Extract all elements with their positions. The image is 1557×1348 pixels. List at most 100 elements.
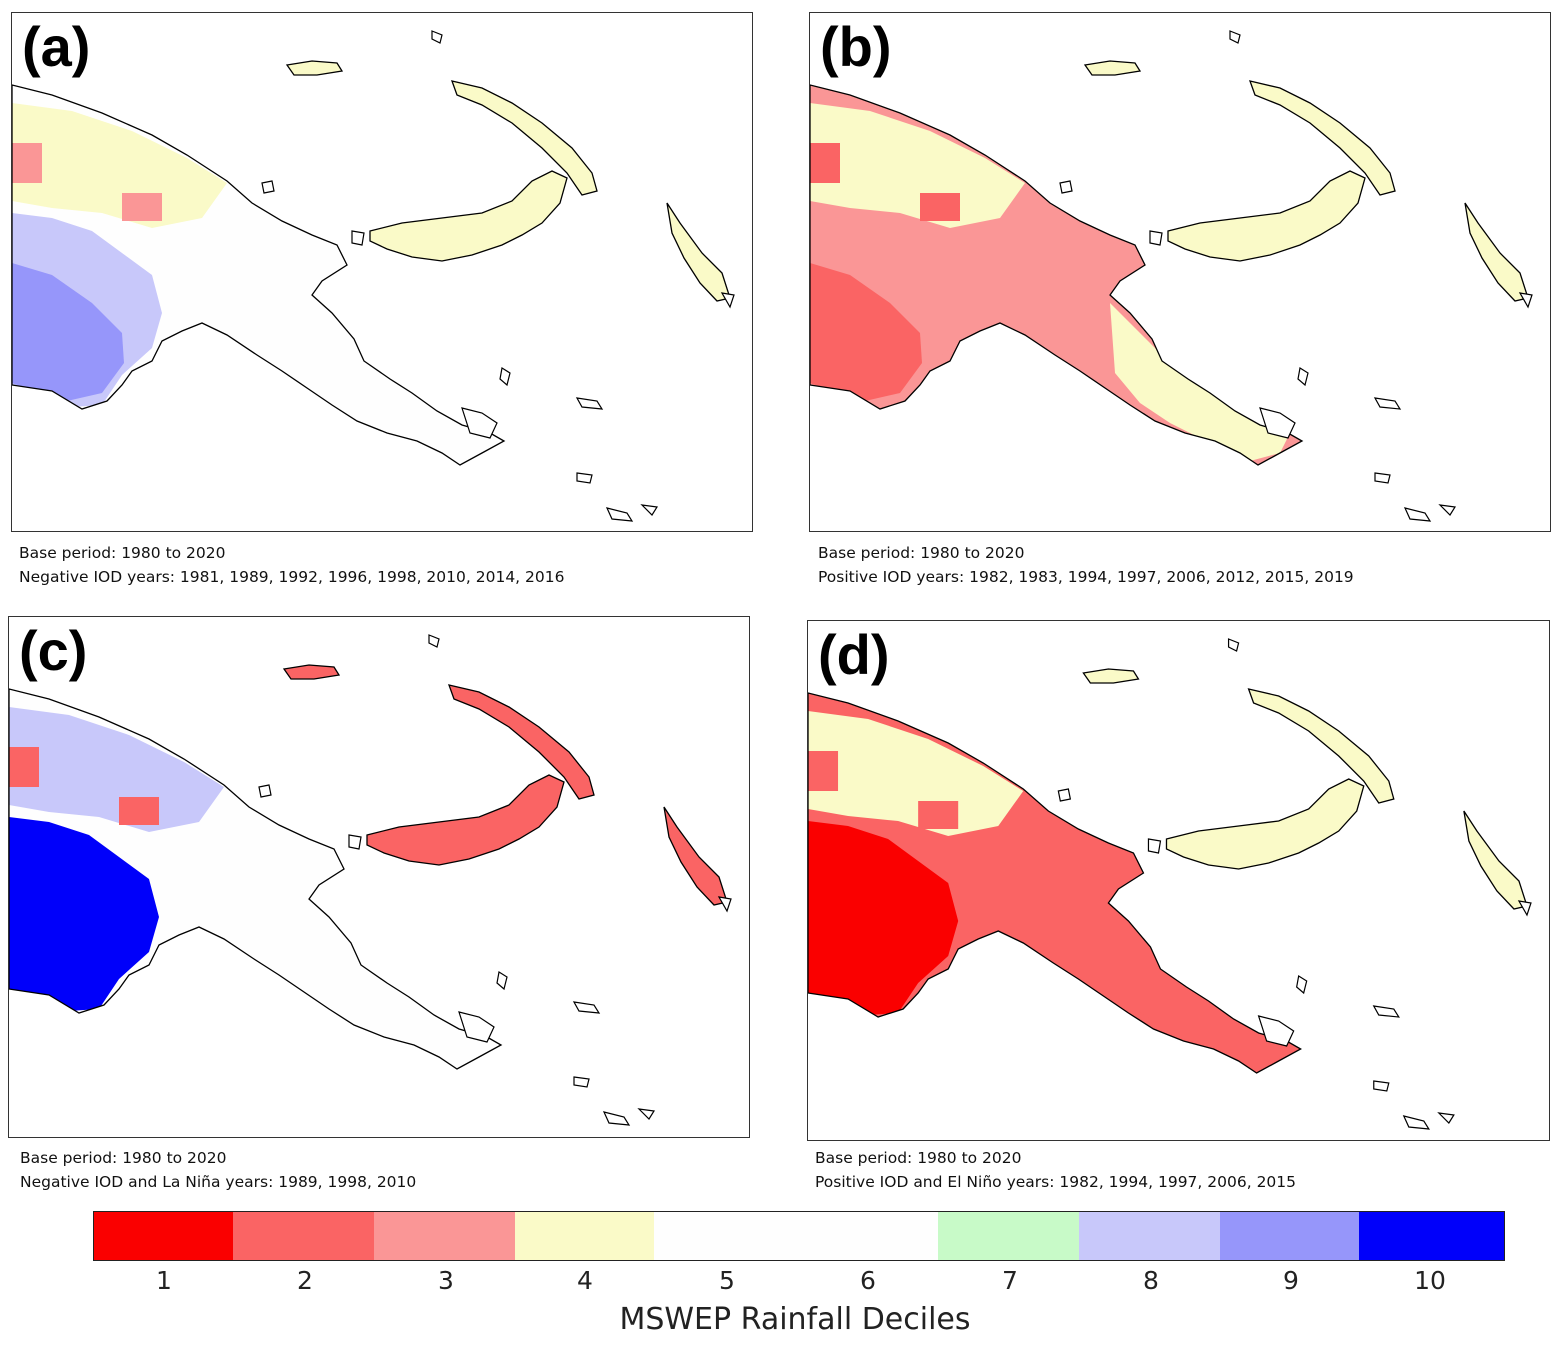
small-island [1227, 638, 1240, 652]
colorbar-segment-8 [1079, 1212, 1220, 1260]
map-layer-a [12, 30, 735, 522]
caption-a: Base period: 1980 to 2020 Negative IOD y… [19, 541, 564, 589]
panel-label-b: (b) [820, 15, 892, 78]
years-c: Negative IOD and La Niña years: 1989, 19… [20, 1173, 417, 1191]
panel-label-c: (c) [19, 619, 88, 682]
map-layer-d [808, 638, 1532, 1130]
small-island [1517, 900, 1532, 917]
bougainville-island [1463, 810, 1528, 910]
map-panel-b: (b) [809, 12, 1551, 532]
small-island [1437, 1112, 1455, 1124]
base-period-c: Base period: 1980 to 2020 [20, 1149, 227, 1167]
caption-c: Base period: 1980 to 2020 Negative IOD a… [20, 1146, 416, 1194]
manus-island [285, 60, 344, 76]
small-island [428, 634, 440, 648]
small-island [1373, 397, 1402, 410]
panel-label-d: (d) [818, 623, 890, 686]
small-island [1257, 1015, 1295, 1047]
colorbar-tick-6: 6 [860, 1266, 876, 1295]
panel-label-a: (a) [22, 15, 91, 78]
colorbar-segment-7 [938, 1212, 1079, 1260]
small-island [1057, 788, 1072, 802]
small-island [572, 1001, 601, 1014]
small-island [258, 784, 272, 798]
mainland-coastline [808, 692, 1302, 1074]
map-c [9, 634, 732, 1126]
rainfall-hotspot-west [12, 143, 42, 183]
small-island [1372, 1005, 1400, 1018]
rainfall-hotspot-west [808, 751, 839, 791]
small-island [496, 971, 508, 991]
small-island [1259, 407, 1296, 439]
manus-island [1083, 60, 1142, 76]
colorbar-segment-5 [654, 1212, 796, 1260]
manus-island [1082, 668, 1140, 684]
map-d [808, 638, 1532, 1130]
small-island [1403, 507, 1432, 522]
rainfall-hotspot-west [810, 143, 840, 183]
rainfall-hotspot-west [9, 747, 39, 787]
small-island [605, 507, 634, 522]
colorbar-segment-1 [94, 1212, 233, 1260]
small-island [576, 472, 593, 484]
rainfall-hotspot [119, 797, 159, 825]
rainfall-hotspot [122, 193, 162, 221]
colorbar-segment-6 [796, 1212, 938, 1260]
small-island [351, 230, 365, 246]
colorbar-tick-9: 9 [1283, 1266, 1299, 1295]
colorbar-segment-4 [515, 1212, 654, 1260]
small-island [461, 407, 498, 439]
small-island [1229, 30, 1241, 44]
new-britain-island [366, 774, 565, 866]
west-inner-zone [810, 263, 922, 401]
small-island [602, 1111, 631, 1126]
bougainville-island [1464, 202, 1529, 302]
base-period-a: Base period: 1980 to 2020 [19, 544, 226, 562]
colorbar-tick-10: 10 [1414, 1266, 1446, 1295]
new-britain-island [1167, 170, 1366, 262]
bougainville-island [663, 806, 728, 906]
small-island [1518, 292, 1533, 309]
colorbar-label: MSWEP Rainfall Deciles [619, 1302, 971, 1337]
bougainville-island [666, 202, 731, 302]
base-period-d: Base period: 1980 to 2020 [815, 1149, 1022, 1167]
colorbar-segment-9 [1220, 1212, 1359, 1260]
west-inner-zone [9, 867, 121, 1005]
west-inner-zone [12, 263, 124, 401]
small-island [261, 180, 275, 194]
map-b [810, 30, 1533, 522]
small-island [1438, 504, 1457, 516]
small-island [637, 1108, 656, 1120]
new-ireland-island [1247, 688, 1395, 804]
north-zone [9, 707, 224, 832]
small-island [1296, 975, 1308, 995]
small-island [1402, 1115, 1430, 1130]
colorbar-tick-5: 5 [719, 1266, 735, 1295]
years-d: Positive IOD and El Niño years: 1982, 19… [815, 1173, 1297, 1191]
new-ireland-island [1248, 80, 1396, 196]
colorbar-tick-1: 1 [156, 1266, 172, 1295]
colorbar-tick-8: 8 [1143, 1266, 1159, 1295]
small-island [348, 834, 362, 850]
small-island [431, 30, 443, 44]
small-island [458, 1011, 495, 1043]
colorbar-tick-3: 3 [438, 1266, 454, 1295]
map-layer-b [810, 30, 1533, 522]
manus-island [282, 664, 341, 680]
colorbar-segment-3 [374, 1212, 515, 1260]
small-island [1297, 367, 1309, 387]
colorbar-tick-4: 4 [577, 1266, 593, 1295]
small-island [1149, 230, 1163, 246]
colorbar-tick-2: 2 [297, 1266, 313, 1295]
colorbar-segment-10 [1359, 1212, 1504, 1260]
small-island [499, 367, 511, 387]
map-panel-d: (d) [807, 620, 1550, 1141]
new-ireland-island [450, 80, 598, 196]
years-a: Negative IOD years: 1981, 1989, 1992, 19… [19, 568, 565, 586]
caption-d: Base period: 1980 to 2020 Positive IOD a… [815, 1146, 1296, 1194]
map-a [12, 30, 735, 522]
small-island [575, 397, 604, 410]
small-island [1147, 838, 1162, 854]
small-island [1374, 472, 1391, 484]
map-panel-c: (c) [8, 616, 750, 1138]
